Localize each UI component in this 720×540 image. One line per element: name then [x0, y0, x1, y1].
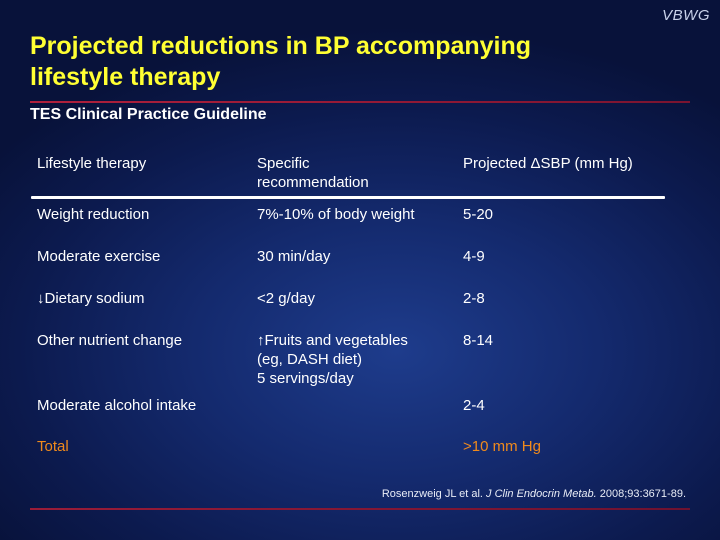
total-label: Total [37, 438, 69, 455]
citation-authors: Rosenzweig JL et al. [381, 488, 483, 500]
footer-divider [30, 508, 690, 510]
row-recommendation-line: ↑Fruits and vegetables [257, 332, 408, 349]
header-specific-line-2: recommendation [257, 174, 369, 191]
header-projected-sbp: Projected ΔSBP (mm Hg) [463, 155, 633, 172]
header-divider [31, 196, 665, 199]
row-therapy: Weight reduction [37, 206, 150, 223]
row-therapy: Moderate exercise [37, 248, 161, 265]
row-recommendation: 30 min/day [257, 247, 457, 266]
row-recommendation-line: 7%-10% of body weight [257, 206, 415, 223]
row-sbp: 8-14 [463, 332, 494, 349]
row-sbp: 2-8 [463, 290, 485, 307]
row-recommendation: ↑Fruits and vegetables (eg, DASH diet) 5… [257, 331, 457, 388]
row-therapy: Other nutrient change [37, 332, 183, 349]
citation-journal: J Clin Endocrin Metab. [486, 488, 597, 500]
citation: Rosenzweig JL et al. J Clin Endocrin Met… [382, 488, 686, 500]
row-therapy: ↓Dietary sodium [37, 290, 145, 307]
row-recommendation-line: (eg, DASH diet) [257, 351, 363, 368]
title-divider [30, 101, 690, 103]
row-recommendation: 7%-10% of body weight [257, 205, 457, 224]
slide-title-line-1: Projected reductions in BP accompanying [30, 32, 532, 60]
total-value: >10 mm Hg [463, 438, 541, 455]
row-sbp: 2-4 [463, 397, 485, 414]
header-specific-line-1: Specific [257, 155, 310, 172]
slide-title: Projected reductions in BP accompanying … [30, 31, 670, 93]
row-recommendation-line: 5 servings/day [257, 370, 354, 387]
row-therapy: Moderate alcohol intake [37, 397, 197, 414]
header-specific-recommendation: Specific recommendation [257, 154, 457, 192]
row-recommendation: <2 g/day [257, 289, 457, 308]
citation-details: 2008;93:3671-89. [599, 488, 686, 500]
row-sbp: 4-9 [463, 248, 485, 265]
row-recommendation-line: <2 g/day [257, 290, 315, 307]
brand-logo-text: VBWG [662, 7, 710, 24]
row-sbp: 5-20 [463, 206, 494, 223]
header-lifestyle-therapy: Lifestyle therapy [37, 155, 147, 172]
slide-title-line-2: lifestyle therapy [30, 63, 221, 91]
row-recommendation-line: 30 min/day [257, 248, 331, 265]
slide-subtitle: TES Clinical Practice Guideline [30, 106, 267, 123]
